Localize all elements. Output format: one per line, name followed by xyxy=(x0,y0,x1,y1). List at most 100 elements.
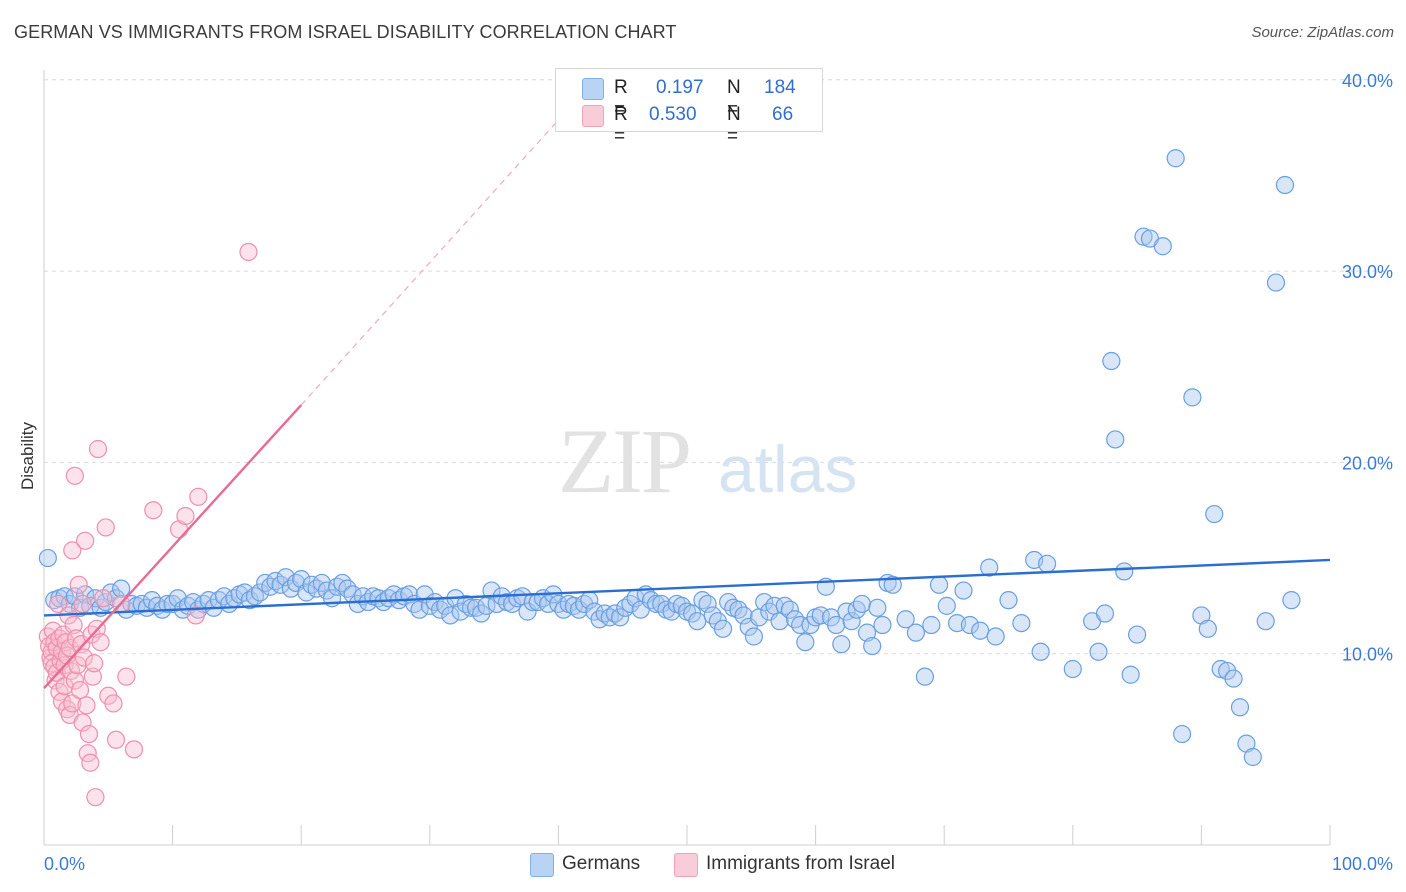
r-label: R = xyxy=(614,104,628,147)
point-germans xyxy=(922,615,941,635)
legend-swatch-israel xyxy=(582,105,604,127)
point-germans xyxy=(1183,388,1202,407)
point-germans xyxy=(734,606,753,625)
point-israel xyxy=(73,713,92,732)
point-germans xyxy=(163,594,182,614)
legend-swatch-germans xyxy=(582,78,604,100)
point-israel xyxy=(239,242,258,262)
point-israel xyxy=(83,667,102,686)
point-germans xyxy=(1266,273,1286,292)
point-israel xyxy=(46,671,65,690)
point-israel xyxy=(67,629,86,648)
point-germans xyxy=(652,594,671,614)
point-germans xyxy=(796,633,815,652)
point-israel xyxy=(63,694,82,713)
point-israel xyxy=(94,589,113,608)
point-israel xyxy=(176,506,195,526)
point-germans xyxy=(621,594,640,614)
point-germans xyxy=(896,610,915,629)
point-germans xyxy=(1121,665,1140,684)
point-israel xyxy=(124,740,144,759)
point-germans xyxy=(1275,175,1295,195)
point-germans xyxy=(1012,613,1031,633)
point-germans xyxy=(744,627,763,646)
point-germans xyxy=(1031,642,1050,661)
point-israel xyxy=(86,788,105,807)
series-germans xyxy=(38,149,1301,767)
point-israel xyxy=(65,671,84,690)
point-germans xyxy=(915,667,935,686)
point-israel xyxy=(186,606,205,625)
point-germans xyxy=(333,573,352,593)
point-germans xyxy=(755,592,774,612)
point-israel xyxy=(64,615,83,635)
point-germans xyxy=(1173,724,1192,744)
point-germans xyxy=(852,594,871,614)
point-germans xyxy=(980,558,999,577)
point-germans xyxy=(292,569,311,589)
point-germans xyxy=(713,619,733,638)
point-israel xyxy=(69,575,88,594)
point-germans xyxy=(688,612,707,631)
point-germans xyxy=(883,575,902,594)
point-germans xyxy=(1153,237,1172,256)
legend-swatch-germans xyxy=(530,853,554,877)
point-germans xyxy=(1166,149,1185,168)
point-germans xyxy=(929,575,949,594)
point-israel xyxy=(70,680,90,700)
point-germans xyxy=(1134,227,1153,246)
point-germans xyxy=(1224,669,1243,688)
point-israel xyxy=(189,487,208,506)
point-germans xyxy=(1063,659,1082,679)
point-germans xyxy=(461,598,481,617)
y-tick-label: 20.0% xyxy=(1342,453,1393,473)
point-germans xyxy=(842,612,861,631)
legend-swatch-israel xyxy=(674,853,698,877)
x-tick-label-min: 0.0% xyxy=(44,854,85,874)
watermark-atlas: atlas xyxy=(718,432,857,506)
point-germans xyxy=(986,627,1005,646)
point-israel xyxy=(104,694,123,713)
n-label: N = xyxy=(727,104,741,147)
point-germans xyxy=(168,589,187,608)
point-germans xyxy=(698,594,717,614)
point-israel xyxy=(74,648,93,667)
y-tick-label: 30.0% xyxy=(1342,262,1393,282)
point-germans xyxy=(863,636,882,656)
source-label: Source: ZipAtlas.com xyxy=(1251,24,1394,41)
point-germans xyxy=(906,623,926,642)
point-germans xyxy=(276,568,295,587)
y-axis-label: Disability xyxy=(18,421,37,490)
chart-title: GERMAN VS IMMIGRANTS FROM ISRAEL DISABIL… xyxy=(14,22,677,42)
watermark-zip: ZIP xyxy=(558,410,690,512)
stats-legend: R = 0.197 N = 184 R = 0.530 N = 66 xyxy=(555,68,823,147)
gridlines xyxy=(44,79,1393,655)
point-germans xyxy=(960,615,980,635)
trend-lines xyxy=(43,119,1331,689)
y-tick-label: 40.0% xyxy=(1342,71,1393,91)
point-germans xyxy=(1127,625,1147,644)
n-value: 66 xyxy=(772,104,794,125)
point-germans xyxy=(971,621,990,640)
point-germans xyxy=(1256,612,1275,631)
point-israel xyxy=(79,724,99,744)
point-israel xyxy=(65,466,84,485)
point-germans xyxy=(1205,504,1224,524)
point-germans xyxy=(937,596,956,615)
point-germans xyxy=(549,594,568,614)
point-germans xyxy=(1282,591,1301,610)
point-germans xyxy=(847,600,866,619)
point-germans xyxy=(791,615,810,635)
legend-label-germans: Germans xyxy=(562,853,641,874)
point-israel xyxy=(77,696,96,715)
point-germans xyxy=(1037,554,1057,573)
point-germans xyxy=(832,635,851,654)
point-israel xyxy=(60,638,79,658)
point-germans xyxy=(611,608,630,627)
point-germans xyxy=(112,579,131,598)
point-israel xyxy=(117,667,136,686)
point-israel xyxy=(55,677,74,696)
y-tick-label: 10.0% xyxy=(1342,645,1393,665)
data-points xyxy=(38,149,1301,807)
